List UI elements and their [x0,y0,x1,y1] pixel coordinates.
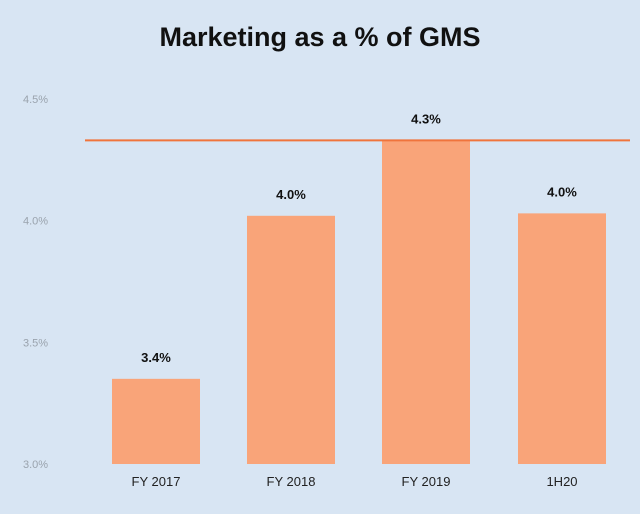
y-tick-label: 3.0% [23,459,48,471]
category-label: FY 2018 [267,474,316,489]
category-label: 1H20 [546,474,577,489]
y-axis-ticks: 3.0% 3.5% 4.0% 4.5% [23,94,48,471]
category-label: FY 2017 [132,474,181,489]
chart-title: Marketing as a % of GMS [159,22,481,52]
bars [112,140,606,464]
y-tick-label: 4.5% [23,94,48,106]
data-label: 4.3% [411,111,441,126]
y-tick-label: 4.0% [23,216,48,228]
category-labels: FY 2017 FY 2018 FY 2019 1H20 [132,474,578,489]
data-label: 4.0% [547,184,577,199]
y-tick-label: 3.5% [23,337,48,349]
data-label: 3.4% [141,350,171,365]
bar [247,215,335,464]
data-label: 4.0% [276,187,306,202]
data-labels: 3.4% 4.0% 4.3% 4.0% [141,111,577,364]
category-label: FY 2019 [402,474,451,489]
bar [518,213,606,464]
bar [382,140,470,464]
bar [112,378,200,464]
